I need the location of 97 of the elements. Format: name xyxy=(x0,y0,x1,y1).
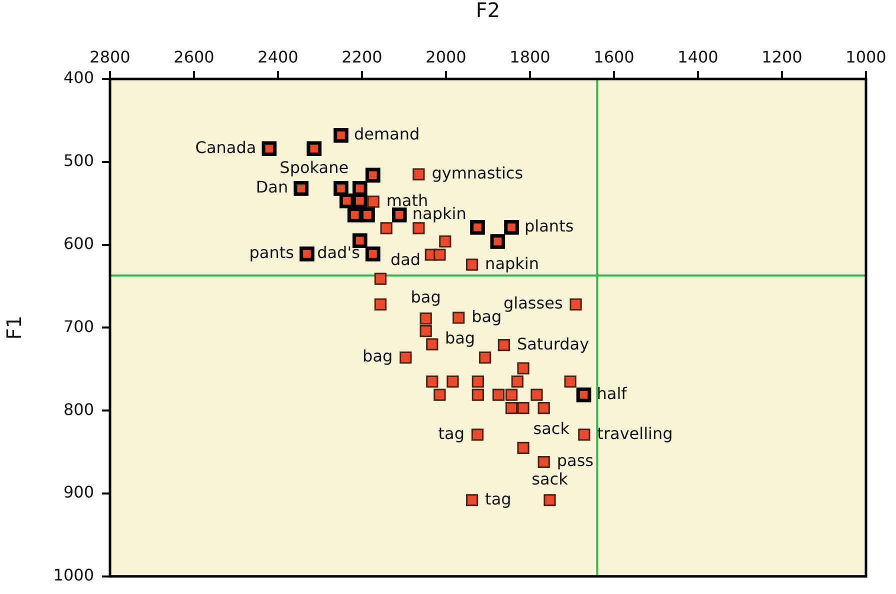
x-tick-label: 1000 xyxy=(846,48,886,67)
point xyxy=(426,338,438,350)
annotation: tag xyxy=(438,424,464,443)
x-axis-title: F2 xyxy=(476,0,500,22)
point xyxy=(412,168,425,180)
point xyxy=(466,258,478,271)
annotation: pants xyxy=(249,243,294,262)
annotation: sack xyxy=(532,469,569,488)
point xyxy=(380,222,392,234)
annotation: tag xyxy=(485,489,512,508)
x-tick-label: 1600 xyxy=(594,48,634,67)
annotation: math xyxy=(386,190,428,210)
annotation: napkin xyxy=(485,254,539,273)
point xyxy=(544,494,556,506)
point xyxy=(530,388,543,401)
y-tick-label: 700 xyxy=(63,316,94,336)
point xyxy=(446,376,459,388)
annotation: sack xyxy=(533,419,570,438)
point xyxy=(490,234,506,249)
x-tick-label: 2000 xyxy=(426,48,466,67)
point xyxy=(517,402,530,414)
point xyxy=(367,196,380,208)
x-tick-label: 2400 xyxy=(258,48,298,67)
point xyxy=(505,402,518,414)
point xyxy=(570,298,582,311)
point xyxy=(392,208,407,222)
annotation: plants xyxy=(524,216,574,236)
y-tick-label: 600 xyxy=(63,234,94,253)
point xyxy=(339,193,354,208)
point xyxy=(294,181,309,196)
point xyxy=(472,388,484,401)
point xyxy=(511,376,524,388)
annotation: glasses xyxy=(504,294,563,313)
point xyxy=(262,141,277,156)
annotation: demand xyxy=(354,124,420,144)
annotation: Saturday xyxy=(516,334,590,354)
annotation: Canada xyxy=(195,138,256,157)
point xyxy=(352,193,368,208)
point xyxy=(300,246,314,262)
point xyxy=(352,181,368,196)
point xyxy=(470,220,485,235)
point xyxy=(426,376,438,388)
x-tick-label: 1200 xyxy=(762,48,802,67)
x-tick-label: 2600 xyxy=(174,48,214,67)
annotation: bag xyxy=(362,346,393,366)
point xyxy=(471,428,484,441)
point xyxy=(439,235,452,248)
point xyxy=(347,208,362,222)
y-tick-label: 500 xyxy=(63,151,94,170)
x-tick-label: 1800 xyxy=(510,48,550,67)
point xyxy=(374,272,387,285)
annotation: dad's xyxy=(317,243,360,262)
point xyxy=(366,168,380,183)
point xyxy=(306,141,322,156)
point xyxy=(505,388,518,401)
y-tick-label: 1000 xyxy=(53,566,94,585)
point xyxy=(538,456,550,468)
point xyxy=(334,181,348,196)
y-axis-title: F1 xyxy=(2,316,26,340)
point xyxy=(578,428,590,441)
point xyxy=(498,339,510,352)
annotation: gymnastics xyxy=(432,163,524,182)
point xyxy=(472,376,484,388)
point xyxy=(400,351,412,364)
annotation: Dan xyxy=(256,178,288,197)
annotation: bag xyxy=(472,306,502,326)
annotation: dad xyxy=(390,250,421,269)
point xyxy=(434,388,446,401)
x-tick-label: 2200 xyxy=(342,48,382,67)
point xyxy=(434,248,446,261)
annotation: bag xyxy=(444,328,476,348)
point xyxy=(504,220,519,235)
point xyxy=(492,388,505,401)
point xyxy=(466,494,478,506)
annotation: pass xyxy=(556,451,594,470)
point xyxy=(517,442,530,454)
point xyxy=(564,376,576,388)
y-tick-label: 800 xyxy=(63,400,94,419)
point xyxy=(538,402,550,414)
point xyxy=(576,387,592,402)
point xyxy=(517,362,530,374)
x-tick-label: 2800 xyxy=(90,48,130,67)
annotation: Spokane xyxy=(280,158,349,177)
point xyxy=(420,324,432,338)
point xyxy=(366,246,380,262)
point xyxy=(360,208,375,222)
x-tick-label: 1400 xyxy=(678,48,718,67)
point xyxy=(374,298,387,311)
point xyxy=(452,312,465,324)
point xyxy=(412,222,425,234)
point xyxy=(334,128,348,143)
point xyxy=(479,351,492,364)
annotation: bag xyxy=(410,288,441,307)
y-tick-label: 400 xyxy=(63,68,94,88)
point xyxy=(420,312,432,325)
annotation: half xyxy=(596,384,628,404)
y-tick-label: 900 xyxy=(63,482,94,502)
